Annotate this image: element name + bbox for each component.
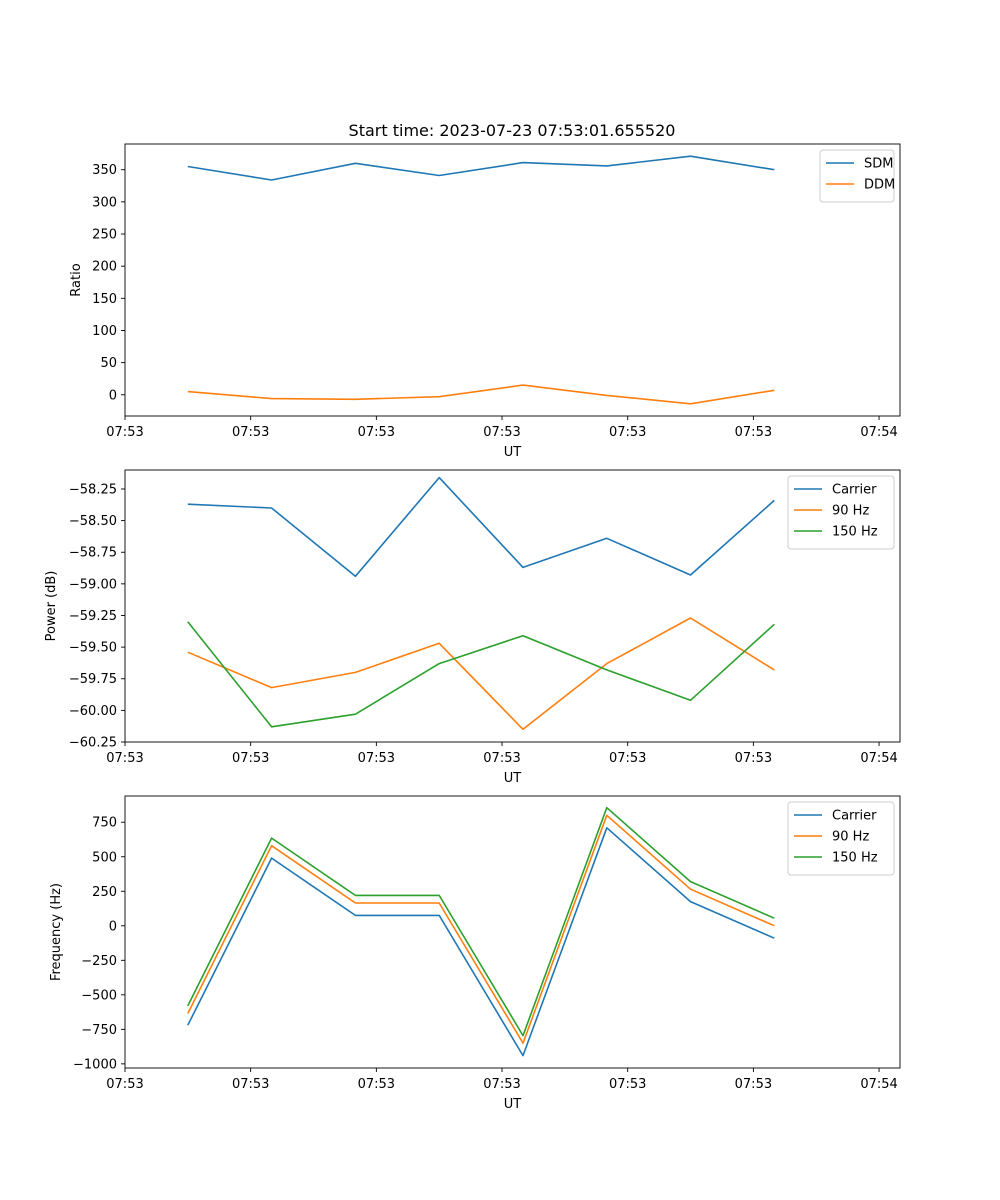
frequency-xtick-label: 07:53 (232, 1077, 269, 1092)
power-xtick-label: 07:53 (483, 751, 520, 766)
power-ytick-label: −60.00 (69, 704, 117, 719)
power-series-150-hz (187, 621, 775, 728)
frequency-series-90-hz (187, 814, 775, 1044)
ratio-ytick-label: 250 (92, 228, 117, 243)
power-legend-label-90-hz: 90 Hz (832, 504, 869, 519)
power-ytick-label: −59.50 (69, 641, 117, 656)
frequency-xtick-label: 07:53 (609, 1077, 646, 1092)
frequency-xtick-label: 07:54 (860, 1077, 897, 1092)
power-series-90-hz (187, 617, 775, 731)
frequency-ytick-label: −1000 (73, 1057, 117, 1072)
frequency-legend-label-carrier: Carrier (832, 809, 877, 824)
power-panel: 07:53 07:53 07:53 07:53 07:53 07:53 07:54 −60.2… (44, 469, 901, 786)
ratio-ylabel: Ratio (69, 263, 84, 296)
ratio-xtick-label: 07:53 (106, 425, 143, 440)
frequency-ytick-label: 0 (109, 919, 117, 934)
power-legend-label-150-hz: 150 Hz (832, 525, 878, 540)
figure-title: Start time: 2023-07-23 07:53:01.655520 (349, 121, 676, 140)
power-legend-label-carrier: Carrier (832, 483, 877, 498)
ratio-xtick-label: 07:53 (358, 425, 395, 440)
ratio-series-sdm (187, 155, 775, 181)
ratio-ytick-label: 50 (100, 356, 117, 371)
ratio-xtick-label: 07:54 (860, 425, 897, 440)
ratio-legend-label-sdm: SDM (864, 157, 893, 172)
power-ytick-label: −60.25 (69, 736, 117, 751)
frequency-ytick-label: −750 (81, 1023, 117, 1038)
frequency-xlabel: UT (504, 1097, 522, 1112)
power-ytick-label: −58.25 (69, 482, 117, 497)
frequency-legend-label-150-hz: 150 Hz (832, 851, 878, 866)
ratio-series-ddm (187, 384, 775, 405)
ratio-xtick-label: 07:53 (609, 425, 646, 440)
frequency-xtick-label: 07:53 (735, 1077, 772, 1092)
power-series-carrier (187, 476, 775, 578)
ratio-legend: SDM DDM (819, 149, 895, 203)
frequency-series-150-hz (187, 806, 775, 1037)
power-ytick-label: −59.00 (69, 577, 117, 592)
ratio-ytick-label: 150 (92, 292, 117, 307)
power-xtick-label: 07:53 (106, 751, 143, 766)
power-xtick-label: 07:54 (860, 751, 897, 766)
frequency-ylabel: Frequency (Hz) (49, 883, 64, 981)
power-ylabel: Power (dB) (44, 571, 59, 642)
ratio-ytick-label: 200 (92, 260, 117, 275)
power-xtick-label: 07:53 (735, 751, 772, 766)
frequency-xtick-label: 07:53 (483, 1077, 520, 1092)
frequency-series-carrier (187, 826, 775, 1057)
power-ytick-label: −59.75 (69, 672, 117, 687)
ratio-ytick-label: 300 (92, 195, 117, 210)
frequency-ytick-label: 500 (92, 850, 117, 865)
power-ytick-label: −58.50 (69, 514, 117, 529)
ratio-xlabel: UT (504, 445, 522, 460)
frequency-xtick-label: 07:53 (358, 1077, 395, 1092)
frequency-ytick-label: −500 (81, 988, 117, 1003)
frequency-ytick-label: 750 (92, 816, 117, 831)
ratio-panel: 07:53 07:53 07:53 07:53 07:53 07:53 07:54 0 50 10… (69, 143, 901, 460)
power-xtick-label: 07:53 (609, 751, 646, 766)
ratio-ytick-label: 100 (92, 324, 117, 339)
frequency-ytick-label: −250 (81, 954, 117, 969)
power-xlabel: UT (504, 771, 522, 786)
ratio-xtick-label: 07:53 (232, 425, 269, 440)
frequency-legend: Carrier 90 Hz 150 Hz (787, 801, 895, 876)
ratio-legend-label-ddm: DDM (864, 178, 895, 193)
frequency-ytick-label: 250 (92, 885, 117, 900)
ratio-ytick-label: 0 (109, 388, 117, 403)
ratio-xtick-label: 07:53 (483, 425, 520, 440)
power-axes-frame (124, 469, 901, 743)
power-ytick-label: −58.75 (69, 546, 117, 561)
power-ytick-label: −59.25 (69, 609, 117, 624)
frequency-axes-frame (124, 795, 901, 1069)
power-xtick-label: 07:53 (232, 751, 269, 766)
frequency-legend-label-90-hz: 90 Hz (832, 830, 869, 845)
power-xtick-label: 07:53 (358, 751, 395, 766)
ratio-xtick-label: 07:53 (735, 425, 772, 440)
power-legend: Carrier 90 Hz 150 Hz (787, 475, 895, 550)
frequency-panel: 07:53 07:53 07:53 07:53 07:53 07:53 07:54 −1000… (49, 795, 901, 1112)
ratio-ytick-label: 350 (92, 163, 117, 178)
frequency-xtick-label: 07:53 (106, 1077, 143, 1092)
ratio-axes-frame (124, 143, 901, 417)
